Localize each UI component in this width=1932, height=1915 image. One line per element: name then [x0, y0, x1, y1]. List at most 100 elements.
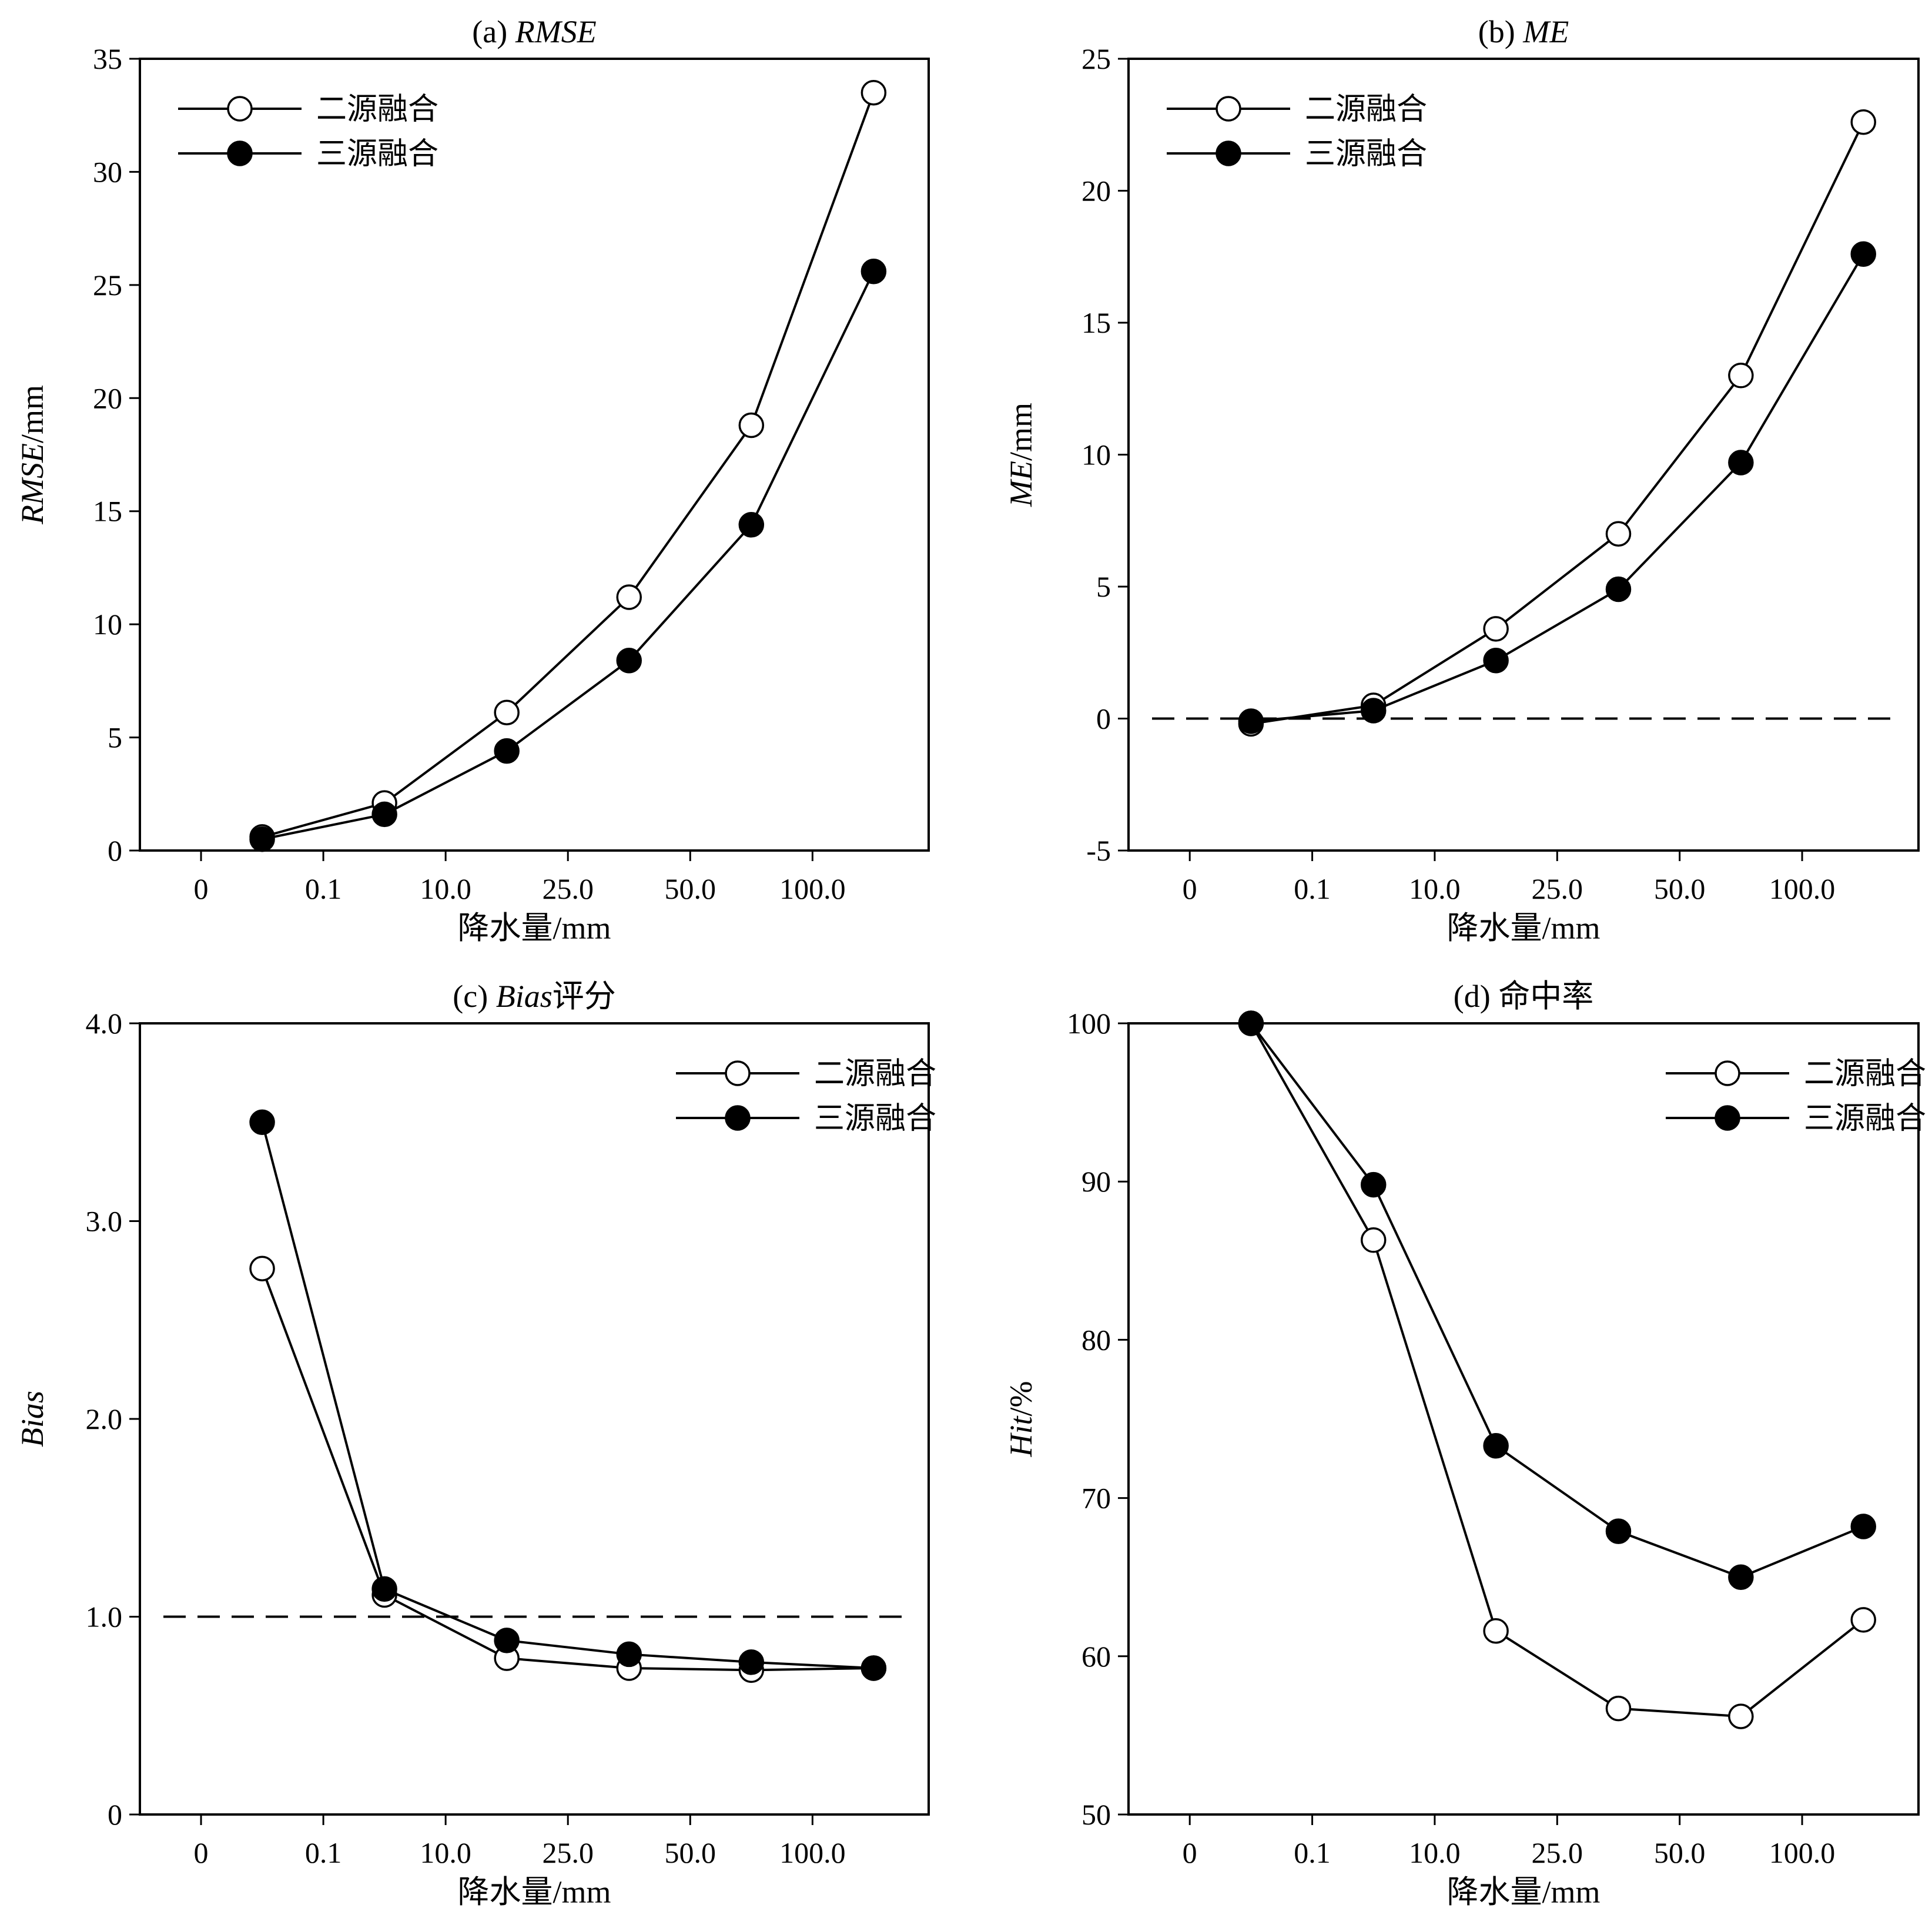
y-axis-title-unit: /% [1003, 1381, 1039, 1416]
x-tick-label: 10.0 [1409, 872, 1461, 905]
y-tick-label: 25 [93, 269, 122, 302]
y-tick-label: 90 [1081, 1165, 1111, 1198]
axes-frame [139, 1022, 930, 1816]
series-line-1 [262, 270, 875, 841]
x-tick-label: 25.0 [1532, 872, 1583, 905]
data-point-0 [1850, 1607, 1876, 1633]
chart-title: (c) Bias评分 [453, 979, 615, 1014]
y-tick-label: 10 [1081, 438, 1111, 471]
y-tick-label: 0 [1096, 702, 1111, 735]
x-tick-label: 0 [194, 1836, 209, 1869]
y-axis-title-metric: Bias [15, 1391, 50, 1447]
data-point-1 [1605, 576, 1632, 602]
data-point-1 [1483, 647, 1509, 674]
legend-label: 二源融合 [814, 1057, 936, 1091]
y-tick-label: 20 [93, 381, 122, 414]
y-axis-title-metric: Hit [1003, 1415, 1039, 1458]
y-axis-title: Hit/% [1003, 1381, 1039, 1457]
x-tick-label: 50.0 [665, 1836, 716, 1869]
chart-title-prefix: (a) [472, 14, 515, 49]
y-axis-title: Bias [15, 1391, 50, 1447]
axes-frame [139, 58, 930, 852]
y-tick-label: 3.0 [86, 1205, 123, 1238]
legend-marker [1216, 96, 1241, 122]
x-axis-title: 降水量/mm [457, 1874, 611, 1910]
y-tick-label: 10 [93, 608, 122, 641]
y-tick-label: 0 [108, 834, 122, 867]
x-tick-label: 0 [1183, 872, 1197, 905]
y-tick-label: 70 [1081, 1482, 1111, 1515]
chart-title-metric: Bias [496, 979, 553, 1014]
series-line-1 [1250, 1022, 1864, 1579]
data-point-1 [860, 1655, 887, 1681]
data-point-1 [371, 1576, 397, 1602]
y-axis-title-metric: ME [1003, 461, 1039, 507]
data-point-0 [1483, 616, 1509, 642]
data-point-1 [1728, 1564, 1754, 1590]
data-point-0 [860, 79, 887, 106]
legend-marker [725, 1060, 751, 1086]
y-axis-title-unit: /mm [15, 385, 50, 443]
y-axis-title: ME/mm [1003, 403, 1039, 507]
x-tick-label: 0.1 [305, 872, 342, 905]
axes-frame [1127, 1022, 1920, 1816]
y-tick-label: 30 [93, 155, 122, 188]
chart-title-suffix: 命中率 [1498, 979, 1593, 1014]
y-axis-title-metric: RMSE [15, 443, 50, 525]
series-line-0 [261, 1268, 874, 1672]
y-tick-label: -5 [1086, 834, 1111, 867]
data-point-1 [1360, 698, 1387, 724]
data-point-1 [1483, 1433, 1509, 1459]
x-tick-label: 0 [194, 872, 209, 905]
x-tick-label: 50.0 [1654, 1836, 1706, 1869]
chart-title-metric: ME [1522, 14, 1569, 49]
y-tick-label: 15 [1081, 306, 1111, 339]
y-tick-label: 2.0 [86, 1402, 123, 1435]
legend-label: 三源融合 [316, 138, 438, 171]
x-tick-label: 25.0 [542, 872, 594, 905]
x-tick-label: 25.0 [542, 1836, 594, 1869]
y-tick-label: 0 [108, 1798, 122, 1831]
data-point-0 [1850, 109, 1876, 135]
data-point-1 [1238, 708, 1264, 734]
x-tick-label: 0.1 [1294, 872, 1331, 905]
x-tick-label: 100.0 [1769, 1836, 1836, 1869]
data-point-1 [249, 1109, 275, 1135]
legend-marker [227, 140, 253, 166]
legend-marker [227, 96, 253, 122]
legend-marker [725, 1105, 751, 1131]
data-point-1 [1360, 1171, 1387, 1198]
legend-label: 二源融合 [1305, 93, 1427, 126]
data-point-1 [1850, 1514, 1876, 1539]
legend-label: 三源融合 [1804, 1102, 1926, 1136]
series-line-0 [1250, 1023, 1864, 1718]
data-point-1 [494, 738, 520, 764]
y-tick-label: 50 [1081, 1798, 1111, 1831]
y-tick-label: 1.0 [86, 1601, 123, 1633]
series-line-1 [261, 1121, 874, 1669]
x-tick-label: 100.0 [1769, 872, 1836, 905]
data-point-1 [738, 512, 765, 538]
data-point-1 [249, 826, 275, 852]
y-tick-label: 25 [1081, 42, 1111, 75]
chart-title: (a) RMSE [472, 14, 596, 49]
x-tick-label: 100.0 [779, 1836, 846, 1869]
x-tick-label: 10.0 [420, 1836, 471, 1869]
x-tick-label: 50.0 [1654, 872, 1706, 905]
data-point-0 [494, 699, 520, 725]
data-point-1 [494, 1628, 520, 1653]
data-point-1 [616, 1641, 642, 1668]
legend-marker [1216, 140, 1241, 166]
legend-label: 二源融合 [1804, 1057, 1926, 1091]
x-tick-label: 50.0 [665, 872, 716, 905]
chart-panel-b: (b) ME 0 0.1 10.0 25.0 50.0 100.0 -5 0 5 10 15 20 25 降… [1003, 14, 1920, 946]
chart-panel-d: (d) 命中率 0 0.1 10.0 25.0 50.0 100.0 50 60 70 80 90 10… [1003, 979, 1926, 1910]
chart-title-suffix: 评分 [553, 979, 616, 1014]
legend-marker [1715, 1105, 1740, 1131]
data-point-0 [249, 1256, 275, 1282]
y-tick-label: 20 [1081, 175, 1111, 207]
chart-title: (d) 命中率 [1454, 979, 1593, 1014]
data-point-1 [1728, 450, 1754, 476]
